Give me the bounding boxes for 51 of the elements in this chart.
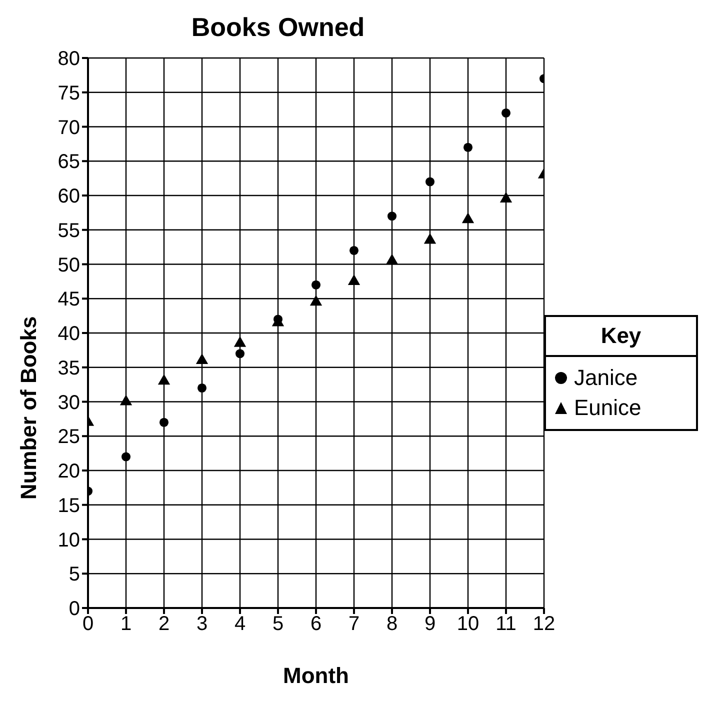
point bbox=[425, 177, 435, 186]
point bbox=[196, 353, 208, 364]
y-tick-label: 20 bbox=[58, 460, 80, 483]
x-tick-label: 9 bbox=[424, 613, 436, 636]
point bbox=[310, 295, 322, 306]
x-tick-label: 10 bbox=[456, 613, 480, 636]
y-tick-label: 5 bbox=[68, 564, 80, 586]
y-tick-label: 40 bbox=[58, 323, 80, 346]
y-tick-label: 70 bbox=[58, 116, 80, 139]
x-tick-label: 2 bbox=[158, 613, 170, 636]
point bbox=[348, 274, 360, 285]
y-tick-label: 10 bbox=[58, 529, 80, 552]
legend-label: Janice bbox=[574, 365, 638, 391]
y-tick-label: 35 bbox=[58, 357, 80, 380]
point bbox=[501, 108, 511, 118]
y-tick-label: 60 bbox=[58, 186, 80, 208]
legend-label: Eunice bbox=[574, 395, 642, 421]
x-tick-label: 6 bbox=[310, 613, 322, 636]
point bbox=[349, 246, 359, 256]
point bbox=[234, 336, 246, 347]
y-tick-label: 30 bbox=[58, 392, 80, 414]
point bbox=[387, 212, 397, 221]
y-tick-label: 15 bbox=[58, 494, 80, 517]
x-tick-label: 8 bbox=[386, 613, 398, 636]
x-tick-label: 1 bbox=[120, 613, 132, 636]
x-tick-label: 3 bbox=[196, 613, 208, 636]
x-tick-label: 5 bbox=[272, 613, 284, 636]
point bbox=[463, 142, 473, 152]
chart-title: Books Owned bbox=[190, 11, 366, 44]
x-axis-title: Month bbox=[283, 663, 349, 688]
y-tick-label: 65 bbox=[58, 151, 80, 174]
legend-title: Key bbox=[546, 317, 696, 357]
y-tick-label: 0 bbox=[68, 598, 80, 620]
y-tick-label: 25 bbox=[58, 426, 80, 448]
y-tick-label: 55 bbox=[58, 220, 80, 242]
y-axis-title: Number of Books bbox=[16, 316, 41, 500]
x-tick-label: 4 bbox=[234, 613, 246, 636]
x-tick-label: 11 bbox=[496, 613, 516, 636]
y-tick-label: 45 bbox=[58, 288, 80, 311]
x-tick-label: 7 bbox=[348, 613, 360, 636]
point bbox=[120, 394, 132, 406]
x-tick-label: 12 bbox=[532, 613, 556, 636]
y-tick-label: 50 bbox=[58, 254, 80, 276]
y-tick-label: 80 bbox=[58, 48, 80, 70]
point bbox=[386, 254, 398, 264]
y-tick-label: 75 bbox=[58, 82, 80, 104]
point bbox=[311, 280, 321, 290]
point bbox=[424, 233, 436, 244]
point bbox=[500, 192, 512, 202]
point bbox=[158, 374, 170, 385]
point bbox=[462, 212, 474, 224]
